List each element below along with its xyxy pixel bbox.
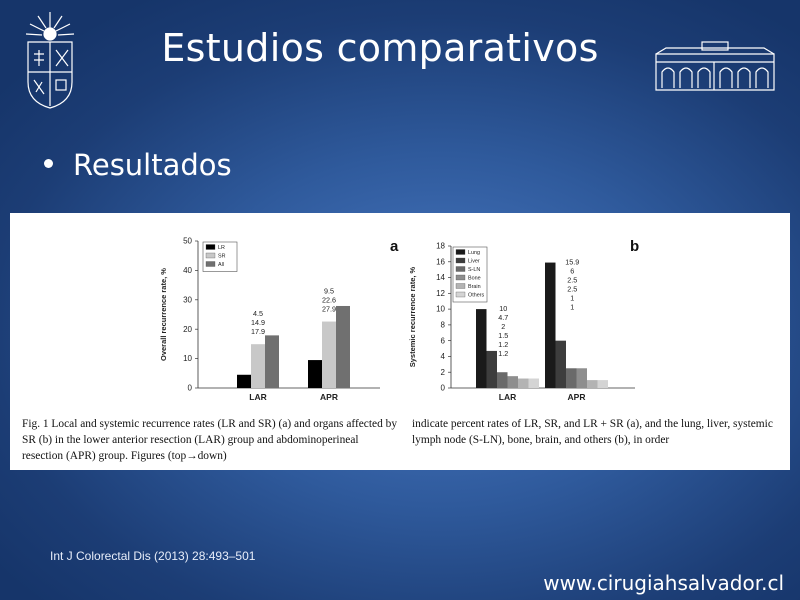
y-axis-label: Systemic recurrence rate, % <box>408 266 417 367</box>
y-tick-label: 16 <box>436 257 445 266</box>
y-tick-label: 50 <box>183 237 192 246</box>
y-tick-label: 10 <box>183 354 192 363</box>
bar-bone-apr <box>576 368 587 388</box>
x-category-label: LAR <box>499 392 516 402</box>
bar-lung-lar <box>476 309 487 388</box>
legend-swatch <box>455 283 466 289</box>
data-label: 1.2 <box>498 349 508 358</box>
data-label: 6 <box>570 267 574 276</box>
y-tick-label: 20 <box>183 325 192 334</box>
data-label: 15.9 <box>565 258 579 267</box>
data-label: 1.5 <box>498 331 508 340</box>
x-category-label: APR <box>568 392 586 402</box>
bar-lr-lar <box>237 374 251 388</box>
data-label: 4.7 <box>498 313 508 322</box>
data-label: 9.5 <box>324 287 334 296</box>
figure-panel: 0 10 20 30 40 50 Overall recurrence rate, % a LA… <box>10 213 790 470</box>
data-label: 2.5 <box>567 276 577 285</box>
legend-swatch <box>455 291 466 298</box>
figure-caption-right: indicate percent rates of LR, SR, and LR… <box>412 418 773 446</box>
bar-others-lar <box>528 378 539 388</box>
bullet-text: Resultados <box>73 148 232 182</box>
legend-label: Liver <box>468 259 480 265</box>
y-tick-label: 30 <box>183 295 192 304</box>
sun-rays-icon <box>25 12 75 36</box>
data-label: 2.5 <box>567 285 577 294</box>
legend-swatch <box>455 274 466 281</box>
y-tick-label: 8 <box>441 320 446 329</box>
bar-lr-apr <box>308 360 322 388</box>
legend-swatch <box>205 252 216 259</box>
legend-swatch <box>205 261 216 267</box>
figure-caption-left: Fig. 1 Local and systemic recurrence rat… <box>22 418 398 462</box>
data-label: 14.9 <box>251 318 265 327</box>
slide-title: Estudios comparativos <box>161 26 599 70</box>
data-label: 27.9 <box>322 305 336 314</box>
x-category-label: APR <box>320 392 338 402</box>
data-label: 1 <box>570 303 574 312</box>
panel-label: b <box>630 238 639 255</box>
legend-label: Bone <box>468 276 481 282</box>
bullet-dot-icon <box>44 158 53 168</box>
x-category-label: LAR <box>249 392 266 402</box>
building-logo <box>655 41 775 91</box>
data-label: 1 <box>570 294 574 303</box>
data-label: 22.6 <box>322 296 336 305</box>
bar-bone-lar <box>507 376 518 388</box>
legend-label: Others <box>468 293 484 299</box>
legend-label: Lung <box>468 250 480 256</box>
bar-s-ln-lar <box>497 372 508 388</box>
y-tick-label: 6 <box>441 336 446 345</box>
data-label: 17.9 <box>251 327 265 336</box>
y-tick-label: 4 <box>441 352 446 361</box>
y-tick-label: 12 <box>436 289 445 298</box>
legend-label: S-LN <box>468 267 480 273</box>
legend-swatch <box>455 249 466 255</box>
data-label: 2 <box>501 322 505 331</box>
bar-brain-lar <box>518 378 529 388</box>
y-tick-label: 2 <box>441 368 446 377</box>
bar-lung-apr <box>545 262 556 388</box>
y-tick-label: 18 <box>436 242 445 251</box>
y-tick-label: 10 <box>436 305 445 314</box>
legend-label: SR <box>218 254 226 260</box>
bar-liver-lar <box>486 350 497 388</box>
y-axis-label: Overall recurrence rate, % <box>159 268 168 361</box>
data-label: 4.5 <box>253 309 263 318</box>
bar-liver-apr <box>555 340 566 388</box>
panel-label: a <box>390 238 399 255</box>
bar-sr-lar <box>251 344 265 388</box>
legend-label: Brain <box>468 284 481 290</box>
bullet-item: Resultados <box>44 148 232 182</box>
bar-all-apr <box>336 305 350 388</box>
y-tick-label: 0 <box>188 384 193 393</box>
website-url: www.cirugiahsalvador.cl <box>543 571 784 595</box>
legend-swatch <box>205 244 216 250</box>
legend-swatch <box>455 266 466 272</box>
data-label: 1.2 <box>498 340 508 349</box>
bar-all-lar <box>265 335 279 388</box>
bar-s-ln-apr <box>566 368 577 388</box>
citation: Int J Colorectal Dis (2013) 28:493–501 <box>50 549 256 563</box>
legend-label: LR <box>218 245 225 251</box>
bar-brain-apr <box>587 380 598 388</box>
university-crest-logo <box>25 12 75 109</box>
bar-others-apr <box>597 380 608 388</box>
bar-sr-apr <box>322 321 336 388</box>
y-tick-label: 0 <box>441 384 446 393</box>
y-tick-label: 14 <box>436 273 445 282</box>
y-tick-label: 40 <box>183 266 192 275</box>
legend-label: All <box>218 262 224 268</box>
data-label: 10 <box>499 304 507 313</box>
legend-swatch <box>455 257 466 264</box>
